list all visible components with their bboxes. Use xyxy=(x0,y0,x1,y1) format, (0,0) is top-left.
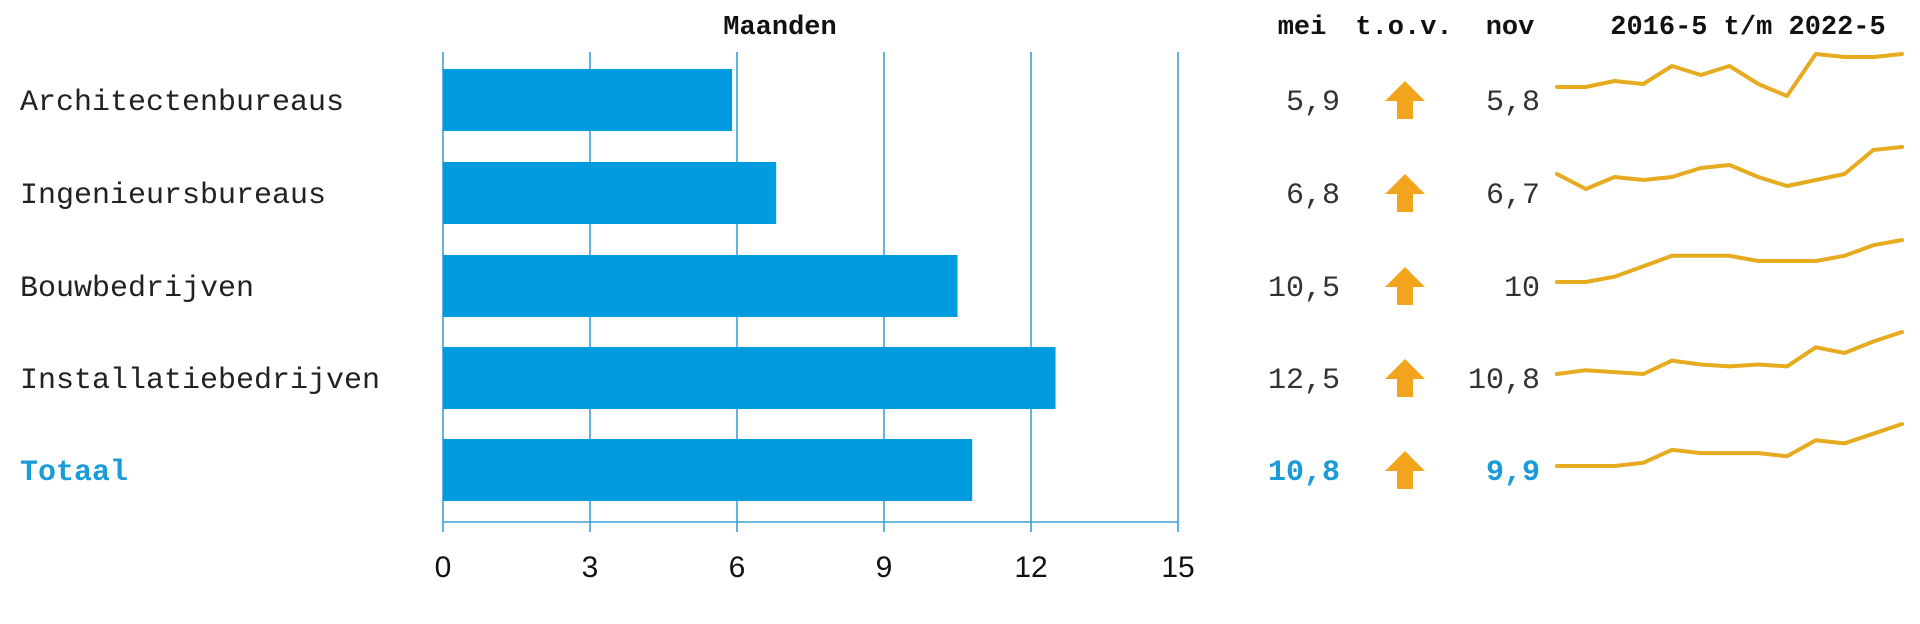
x-tick-label-0: 0 xyxy=(435,551,452,584)
current-value-1: 6,8 xyxy=(1286,179,1340,213)
previous-value-2: 10 xyxy=(1504,272,1540,306)
x-tick-label-4: 12 xyxy=(1014,551,1047,584)
sparkline-0 xyxy=(1555,52,1904,98)
x-tick-label-1: 3 xyxy=(582,551,599,584)
bar-0 xyxy=(443,69,733,131)
up-arrow-icon-3 xyxy=(1385,359,1425,397)
header-previous-month: nov xyxy=(1486,13,1535,43)
current-value-2: 10,5 xyxy=(1268,272,1340,306)
current-value-3: 12,5 xyxy=(1268,364,1340,398)
sparkline-3 xyxy=(1555,330,1904,376)
category-label-4: Totaal xyxy=(20,456,128,490)
chart-title: Maanden xyxy=(723,13,836,43)
bar-2 xyxy=(443,255,958,317)
x-tick-label-2: 6 xyxy=(729,551,746,584)
up-arrow-icon-1 xyxy=(1385,174,1425,212)
x-tick-label-5: 15 xyxy=(1161,551,1194,584)
sparkline-1 xyxy=(1555,145,1904,191)
bar-1 xyxy=(443,162,777,224)
up-arrow-icon-4 xyxy=(1385,451,1425,489)
sparkline-2 xyxy=(1555,238,1904,284)
previous-value-4: 9,9 xyxy=(1486,456,1540,490)
category-label-3: Installatiebedrijven xyxy=(20,364,380,398)
sparkline-4 xyxy=(1555,422,1904,468)
header-sparkline-period: 2016-5 t/m 2022-5 xyxy=(1610,13,1885,43)
header-vs: t.o.v. xyxy=(1355,13,1452,43)
previous-value-1: 6,7 xyxy=(1486,179,1540,213)
plot-area: 0 3 6 9 12 15 xyxy=(435,52,1195,584)
previous-value-3: 10,8 xyxy=(1468,364,1540,398)
up-arrow-icon-2 xyxy=(1385,267,1425,305)
category-label-2: Bouwbedrijven xyxy=(20,272,254,306)
bar-3 xyxy=(443,347,1056,409)
previous-value-0: 5,8 xyxy=(1486,86,1540,120)
x-tick-label-3: 9 xyxy=(876,551,893,584)
header-current-month: mei xyxy=(1278,13,1327,43)
rows: Architectenbureaus 5,9 5,8 Ingenieursbureau… xyxy=(20,52,1904,501)
current-value-0: 5,9 xyxy=(1286,86,1340,120)
category-label-0: Architectenbureaus xyxy=(20,86,344,120)
category-label-1: Ingenieursbureaus xyxy=(20,179,326,213)
up-arrow-icon-0 xyxy=(1385,81,1425,119)
bar-4 xyxy=(443,439,973,501)
current-value-4: 10,8 xyxy=(1268,456,1340,490)
